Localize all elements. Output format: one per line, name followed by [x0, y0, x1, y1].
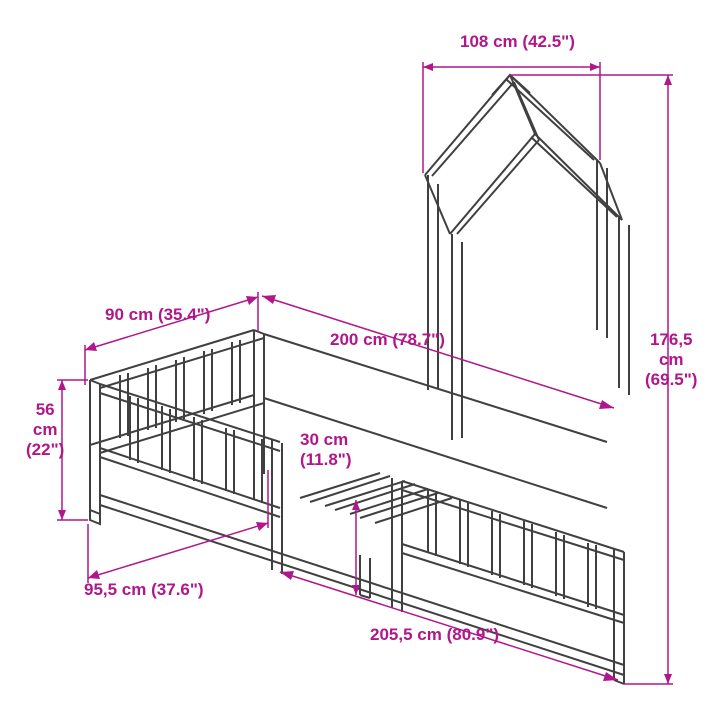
val-in: (42.5") [522, 32, 574, 51]
dim-total-height: 176,5 cm (69.5") [645, 330, 697, 390]
dim-width-top: 108 cm (42.5") [460, 32, 575, 52]
val: 176,5 cm [645, 330, 697, 370]
val-in: (11.8") [300, 450, 352, 470]
dim-bed-height: 30 cm (11.8") [300, 430, 352, 470]
val: 30 cm [300, 430, 352, 450]
val-in: (37.6") [151, 580, 203, 599]
val-in: (80.9") [447, 625, 499, 644]
dim-outer-width: 95,5 cm (37.6") [84, 580, 204, 600]
val: 95,5 cm [84, 580, 146, 599]
val: 56 cm [26, 400, 64, 440]
dim-rail-height: 56 cm (22") [26, 400, 64, 460]
dim-mattress-length: 200 cm (78.7") [330, 330, 445, 350]
val-in: (22") [26, 440, 64, 460]
val: 205,5 cm [370, 625, 442, 644]
val: 200 cm [330, 330, 388, 349]
val-in: (69.5") [645, 370, 697, 390]
diagram-container: 108 cm (42.5") 90 cm (35.4") 200 cm (78.… [0, 0, 724, 724]
dim-mattress-width: 90 cm (35.4") [105, 305, 210, 325]
val-in: (35.4") [158, 305, 210, 324]
dim-outer-length: 205,5 cm (80.9") [370, 625, 499, 645]
furniture-diagram [0, 0, 724, 724]
val: 90 cm [105, 305, 153, 324]
val: 108 cm [460, 32, 518, 51]
val-in: (78.7") [392, 330, 444, 349]
